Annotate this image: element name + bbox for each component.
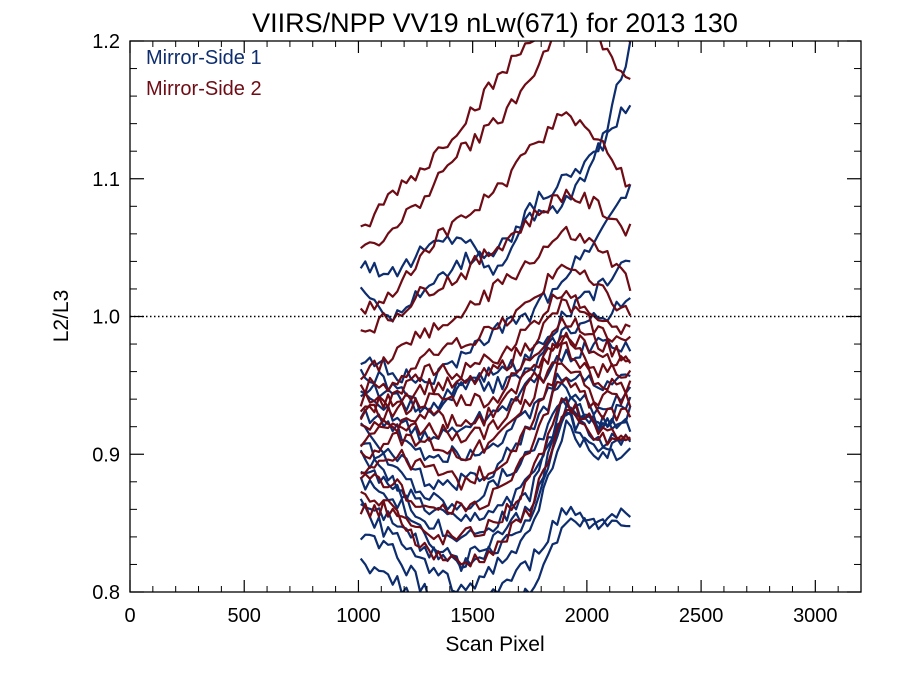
series-layer	[359, 41, 632, 592]
series-line-mirror-side-2-9	[359, 316, 632, 422]
legend-entry-mirror-side-1: Mirror-Side 1	[146, 47, 262, 69]
series-line-mirror-side-1-2	[359, 104, 632, 323]
series-line-mirror-side-2-8	[359, 298, 632, 414]
series-line-mirror-side-2-4	[360, 188, 632, 334]
series-line-mirror-side-1-7	[359, 372, 631, 463]
series-line-mirror-side-2-6	[359, 263, 632, 395]
series-line-mirror-side-2-11	[359, 331, 632, 448]
x-tick-label: 0	[124, 605, 135, 627]
y-tick-label: 0.9	[92, 444, 120, 466]
series-line-mirror-side-2-5	[359, 225, 632, 381]
series-line-mirror-side-1-5	[360, 297, 631, 413]
series-line-mirror-side-2-16	[360, 408, 631, 568]
series-line-mirror-side-1-14	[360, 419, 632, 592]
series-line-mirror-side-2-2	[360, 41, 631, 250]
y-tick-label: 1.2	[92, 31, 120, 53]
x-tick-label: 500	[228, 605, 261, 627]
x-tick-label: 1000	[336, 605, 381, 627]
y-tick-label: 0.8	[92, 582, 120, 604]
series-line-mirror-side-2-14	[359, 376, 632, 516]
series-line-mirror-side-1-16	[359, 517, 631, 592]
series-line-mirror-side-2-13	[360, 362, 632, 491]
ticks-layer: 0 500 1000 1500 2000 2500 3000 0.8 0.9 1.0 1.1 1.2	[92, 31, 861, 627]
y-axis-label: L2/L3	[50, 290, 73, 343]
series-line-mirror-side-1-3	[360, 183, 632, 385]
series-line-mirror-side-2-15	[359, 397, 632, 546]
x-tick-label: 3000	[793, 605, 838, 627]
chart-title: VIIRS/NPP VV19 nLw(671) for 2013 130	[252, 8, 738, 38]
legend-entry-mirror-side-2: Mirror-Side 2	[146, 78, 262, 100]
series-line-mirror-side-2-3	[359, 111, 631, 315]
x-tick-label: 1500	[450, 605, 495, 627]
x-tick-label: 2000	[565, 605, 610, 627]
x-axis-label: Scan Pixel	[445, 633, 544, 656]
y-tick-label: 1.1	[92, 169, 120, 191]
y-tick-label: 1.0	[92, 307, 120, 329]
series-line-mirror-side-2-10	[360, 334, 631, 433]
series-line-mirror-side-2-7	[359, 289, 631, 408]
x-tick-label: 2500	[679, 605, 724, 627]
series-line-mirror-side-2-1	[360, 41, 632, 228]
series-line-mirror-side-1-1	[359, 41, 632, 278]
series-line-mirror-side-2-12	[359, 341, 632, 462]
